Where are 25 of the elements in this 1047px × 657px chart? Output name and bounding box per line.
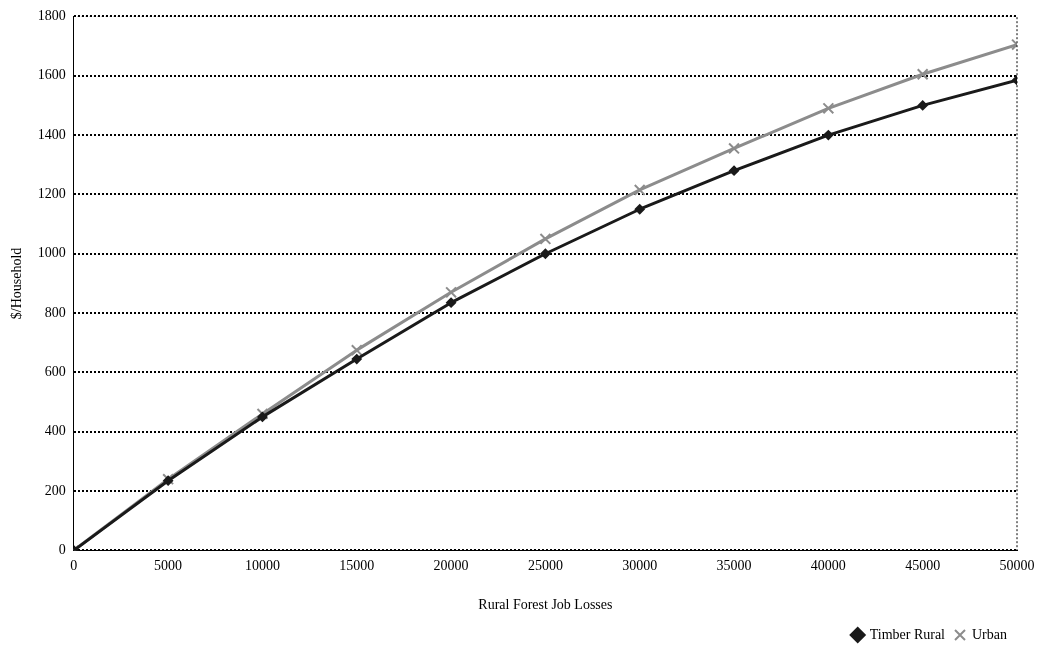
y-tick-label: 0 bbox=[58, 542, 66, 558]
y-axis-title: $/Household bbox=[9, 247, 25, 320]
y-tick-label: 1800 bbox=[37, 8, 66, 24]
x-tick-label: 40000 bbox=[810, 558, 846, 574]
y-tick-label: 600 bbox=[44, 364, 66, 380]
x-tick-label: 20000 bbox=[433, 558, 469, 574]
x-tick-label: 30000 bbox=[622, 558, 658, 574]
x-tick-label: 10000 bbox=[244, 558, 280, 574]
legend-label: Timber Rural bbox=[869, 626, 946, 642]
x-tick-label: 45000 bbox=[905, 558, 941, 574]
y-tick-label: 800 bbox=[44, 304, 66, 320]
x-tick-label: 0 bbox=[70, 558, 78, 574]
x-axis-title: Rural Forest Job Losses bbox=[478, 597, 613, 613]
x-tick-label: 15000 bbox=[339, 558, 375, 574]
y-tick-label: 1200 bbox=[37, 186, 66, 202]
y-tick-label: 400 bbox=[44, 423, 66, 439]
y-tick-label: 200 bbox=[44, 482, 66, 498]
x-tick-label: 25000 bbox=[527, 558, 563, 574]
y-tick-label: 1000 bbox=[37, 245, 66, 261]
y-tick-label: 1400 bbox=[37, 126, 66, 142]
x-tick-label: 35000 bbox=[716, 558, 752, 574]
x-tick-label: 50000 bbox=[999, 558, 1035, 574]
y-tick-label: 1600 bbox=[37, 67, 66, 83]
legend-label: Urban bbox=[972, 626, 1008, 642]
x-tick-label: 5000 bbox=[154, 558, 183, 574]
